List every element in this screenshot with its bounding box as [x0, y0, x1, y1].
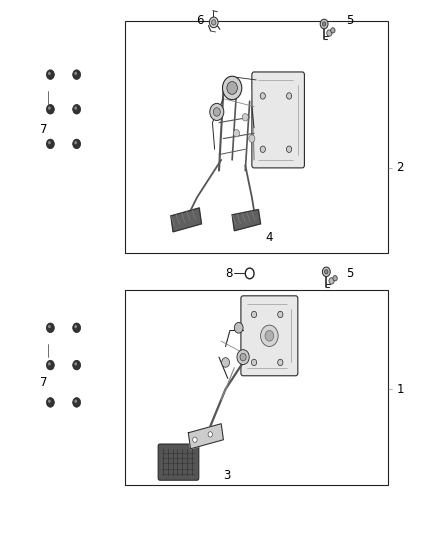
Circle shape	[74, 107, 77, 110]
Circle shape	[46, 70, 54, 79]
Circle shape	[333, 276, 337, 281]
Text: 4: 4	[265, 231, 272, 244]
FancyBboxPatch shape	[158, 444, 199, 480]
Bar	[125, 21, 388, 253]
Circle shape	[74, 325, 77, 328]
Circle shape	[329, 278, 334, 284]
Circle shape	[48, 362, 51, 366]
Text: 5: 5	[346, 14, 353, 27]
Circle shape	[322, 22, 326, 26]
Circle shape	[48, 107, 51, 110]
Circle shape	[46, 104, 54, 114]
Circle shape	[209, 17, 218, 28]
Circle shape	[245, 268, 254, 279]
Circle shape	[242, 114, 248, 121]
Circle shape	[212, 20, 216, 25]
Text: 2: 2	[396, 161, 404, 174]
Circle shape	[251, 359, 257, 366]
Polygon shape	[188, 424, 223, 449]
Circle shape	[193, 437, 197, 442]
Circle shape	[223, 76, 242, 100]
Circle shape	[48, 72, 51, 75]
Text: 7: 7	[40, 376, 48, 389]
Circle shape	[46, 139, 54, 149]
Circle shape	[320, 19, 328, 29]
Circle shape	[240, 353, 246, 361]
Circle shape	[74, 362, 77, 366]
Circle shape	[46, 398, 54, 407]
Polygon shape	[232, 209, 261, 231]
Circle shape	[73, 139, 81, 149]
Circle shape	[249, 135, 255, 142]
Circle shape	[46, 360, 54, 370]
Text: 5: 5	[346, 267, 353, 280]
Text: 3: 3	[223, 469, 231, 482]
Circle shape	[325, 270, 328, 274]
FancyBboxPatch shape	[252, 72, 304, 168]
Text: 1: 1	[396, 383, 404, 395]
Circle shape	[278, 311, 283, 318]
Circle shape	[260, 93, 265, 99]
Circle shape	[331, 28, 335, 33]
Circle shape	[74, 72, 77, 75]
Circle shape	[73, 398, 81, 407]
Circle shape	[73, 70, 81, 79]
Circle shape	[234, 322, 243, 333]
Polygon shape	[171, 208, 201, 232]
Circle shape	[286, 146, 292, 152]
Circle shape	[73, 104, 81, 114]
Circle shape	[213, 108, 220, 116]
Circle shape	[327, 30, 332, 36]
Circle shape	[233, 130, 240, 137]
Circle shape	[322, 267, 330, 277]
Circle shape	[222, 358, 230, 367]
Text: 8: 8	[225, 267, 232, 280]
Circle shape	[278, 359, 283, 366]
Bar	[125, 290, 388, 485]
Circle shape	[237, 350, 249, 365]
Circle shape	[46, 323, 54, 333]
Circle shape	[261, 325, 278, 346]
Circle shape	[227, 82, 237, 94]
Circle shape	[265, 330, 274, 341]
Circle shape	[208, 432, 212, 437]
Circle shape	[251, 311, 257, 318]
Circle shape	[286, 93, 292, 99]
FancyBboxPatch shape	[241, 296, 298, 376]
Circle shape	[260, 146, 265, 152]
Circle shape	[74, 400, 77, 403]
Circle shape	[48, 141, 51, 144]
Text: 7: 7	[40, 123, 48, 135]
Circle shape	[210, 103, 224, 120]
Text: 6: 6	[196, 14, 204, 27]
Circle shape	[74, 141, 77, 144]
Circle shape	[48, 400, 51, 403]
Circle shape	[48, 325, 51, 328]
Circle shape	[73, 360, 81, 370]
Circle shape	[73, 323, 81, 333]
